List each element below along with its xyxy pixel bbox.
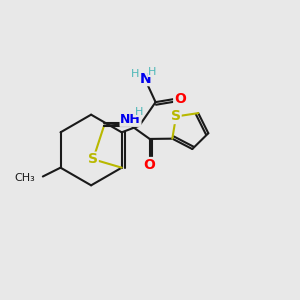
Text: H: H	[148, 67, 156, 77]
Text: O: O	[144, 158, 156, 172]
Text: H: H	[135, 107, 144, 117]
Text: N: N	[140, 72, 151, 86]
Text: S: S	[88, 152, 98, 166]
Text: NH: NH	[120, 113, 141, 126]
Text: O: O	[174, 92, 186, 106]
Text: CH₃: CH₃	[15, 173, 35, 183]
Text: H: H	[131, 69, 139, 79]
Text: S: S	[171, 110, 181, 124]
